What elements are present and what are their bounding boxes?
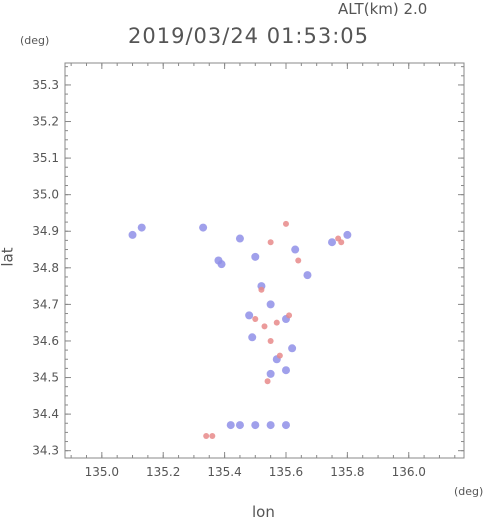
- plot-frame: [64, 62, 465, 459]
- positive-echo-point: [338, 239, 345, 246]
- negative-echo-point: [128, 230, 137, 239]
- positive-echo-point: [203, 433, 210, 440]
- positive-echo-point: [267, 337, 274, 344]
- x-tick-label: 135.6: [269, 465, 303, 479]
- x-tick-label: 135.0: [85, 465, 119, 479]
- y-tick-label: 34.3: [32, 444, 59, 458]
- positive-echo-point: [252, 316, 259, 323]
- axis-ticks: [65, 63, 464, 458]
- negative-echo-point: [266, 421, 275, 430]
- timestamp-title: 2019/03/24 01:53:05: [128, 24, 370, 48]
- y-tick-label: 35.1: [32, 151, 59, 165]
- negative-echo-point: [251, 421, 260, 430]
- negative-echo-point: [235, 421, 244, 430]
- y-tick-label: 35.2: [32, 115, 59, 129]
- negative-echo-point: [251, 252, 260, 261]
- negative-echo-point: [291, 245, 300, 254]
- y-tick-label: 34.7: [32, 297, 59, 311]
- positive-echo-point: [273, 319, 280, 326]
- positive-echo-point: [267, 239, 274, 246]
- negative-echo-point: [266, 369, 275, 378]
- y-axis-unit: (deg): [20, 34, 50, 47]
- y-tick-label: 34.4: [32, 407, 59, 421]
- y-tick-label: 35.0: [32, 188, 59, 202]
- x-tick-label: 135.4: [207, 465, 241, 479]
- positive-echo-point: [286, 312, 293, 319]
- negative-echo-point: [328, 238, 337, 247]
- x-axis-label: lon: [252, 503, 275, 521]
- negative-echo-point: [235, 234, 244, 243]
- negative-echo-point: [199, 223, 208, 232]
- y-tick-label: 34.5: [32, 371, 59, 385]
- x-axis-unit: (deg): [454, 485, 484, 498]
- y-tick-label: 34.9: [32, 224, 59, 238]
- negative-echo-point: [288, 344, 297, 353]
- negative-echo-point: [226, 421, 235, 430]
- negative-echo-point: [217, 260, 226, 269]
- negative-echo-point: [281, 366, 290, 375]
- axis-tick-labels: 135.0 135.2 135.4 135.6 135.8 136.0 34.3 34.4 34…: [32, 78, 426, 479]
- negative-echo-point: [281, 421, 290, 430]
- positive-echo-point: [264, 378, 271, 385]
- positive-echo-point: [282, 220, 289, 227]
- x-tick-label: 135.2: [146, 465, 180, 479]
- negative-echo-point: [245, 311, 254, 320]
- positive-echo-point: [209, 433, 216, 440]
- negative-echo-point: [343, 230, 352, 239]
- negative-echo-point: [248, 333, 257, 342]
- negative-echo-point: [303, 271, 312, 280]
- negative-echo-point: [137, 223, 146, 232]
- positive-echo-point: [261, 323, 268, 330]
- positive-echo-point: [276, 352, 283, 359]
- altitude-label: ALT(km) 2.0: [338, 0, 428, 18]
- negative-echo-point: [266, 300, 275, 309]
- x-tick-label: 136.0: [392, 465, 426, 479]
- y-tick-label: 34.8: [32, 261, 59, 275]
- data-marks: [128, 220, 352, 440]
- y-tick-label: 34.6: [32, 334, 59, 348]
- positive-echo-point: [295, 257, 302, 264]
- y-tick-label: 35.3: [32, 78, 59, 92]
- x-tick-label: 135.8: [330, 465, 364, 479]
- positive-echo-point: [258, 286, 265, 293]
